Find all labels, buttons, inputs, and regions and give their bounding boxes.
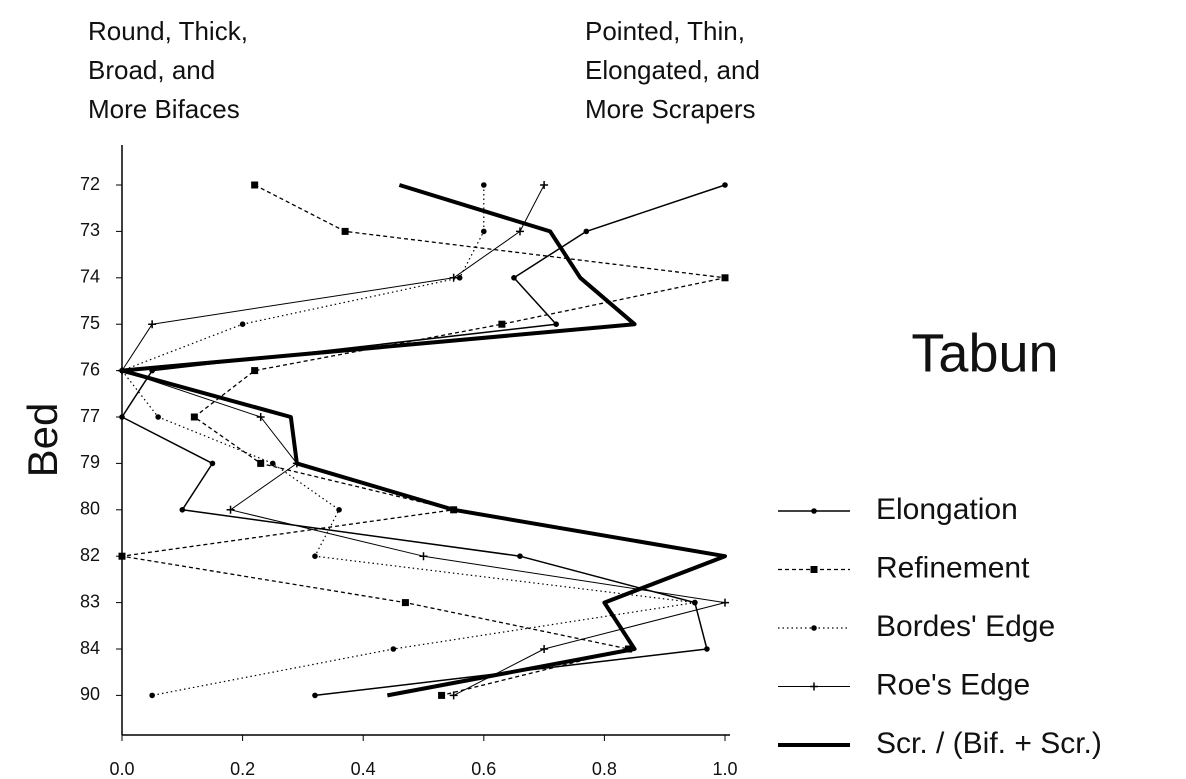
- data-point: [155, 414, 161, 420]
- y-tick-label: 82: [80, 545, 100, 565]
- y-tick-label: 72: [80, 174, 100, 194]
- data-point: [118, 552, 126, 560]
- series-line: [121, 184, 726, 696]
- y-tick-label: 83: [80, 591, 100, 611]
- legend-label: Elongation: [876, 493, 1018, 526]
- legend-label: Roe's Edge: [876, 668, 1030, 701]
- data-point: [517, 553, 523, 559]
- y-axis-label: Bed: [19, 403, 66, 478]
- annotation: More Bifaces: [88, 94, 240, 124]
- data-point: [721, 598, 729, 607]
- y-tick-label: 74: [80, 267, 100, 287]
- annotation: Elongated, and: [585, 55, 760, 85]
- legend-label: Refinement: [876, 551, 1030, 584]
- legend-marker: [810, 682, 818, 691]
- data-point: [239, 321, 246, 328]
- x-tick-label: 1.0: [712, 759, 737, 779]
- data-point: [119, 414, 125, 420]
- data-point: [498, 320, 506, 328]
- data-point: [312, 692, 318, 699]
- data-point: [257, 459, 265, 467]
- data-point: [251, 181, 259, 189]
- legend-marker-shape: [810, 566, 818, 573]
- data-point: [540, 181, 549, 189]
- series-line: [121, 185, 696, 696]
- x-tick-label: 0.2: [230, 759, 255, 779]
- data-point: [481, 182, 487, 188]
- annotation: Round, Thick,: [88, 16, 248, 46]
- y-tick-label: 75: [80, 313, 100, 333]
- legend-marker-shape: [811, 625, 817, 631]
- series-line: [121, 184, 726, 697]
- data-point: [692, 599, 698, 606]
- annotation: Pointed, Thin,: [585, 16, 745, 46]
- legend-label: Bordes' Edge: [876, 610, 1055, 643]
- data-point: [449, 273, 458, 282]
- data-point: [179, 507, 186, 513]
- data-point: [553, 321, 559, 328]
- legend-marker: [811, 625, 817, 631]
- data-point: [149, 692, 155, 699]
- y-tick-label: 77: [80, 406, 100, 426]
- data-point: [481, 228, 487, 235]
- legend-marker-shape: [810, 682, 818, 691]
- data-point: [148, 320, 157, 329]
- data-point: [456, 275, 463, 281]
- data-point: [190, 413, 198, 421]
- data-point: [341, 227, 349, 235]
- data-point: [401, 599, 409, 607]
- series-line: [121, 184, 726, 697]
- data-point: [721, 274, 729, 282]
- data-point: [438, 691, 446, 699]
- data-point: [419, 552, 428, 561]
- data-point: [583, 228, 590, 235]
- data-point: [540, 645, 549, 653]
- data-point: [226, 505, 235, 514]
- data-point: [312, 553, 318, 559]
- x-tick-label: 0.4: [351, 759, 376, 779]
- site-label: Tabun: [911, 323, 1058, 383]
- data-point: [269, 460, 276, 467]
- data-point: [449, 691, 458, 700]
- data-point: [336, 507, 342, 513]
- y-tick-label: 80: [80, 499, 100, 519]
- annotation: Broad, and: [88, 55, 215, 85]
- y-tick-label: 73: [80, 220, 100, 240]
- series-line: [120, 183, 727, 698]
- x-tick-label: 0.0: [109, 759, 134, 779]
- y-tick-label: 79: [80, 452, 100, 472]
- data-point: [515, 227, 524, 236]
- data-point: [511, 275, 517, 281]
- legend-label: Scr. / (Bif. + Scr.): [876, 727, 1102, 760]
- data-point: [209, 460, 216, 467]
- data-point: [256, 413, 265, 421]
- x-tick-label: 0.6: [471, 759, 496, 779]
- data-point: [390, 646, 397, 652]
- data-point: [251, 367, 259, 375]
- x-tick-label: 0.8: [592, 759, 617, 779]
- y-tick-label: 76: [80, 359, 100, 379]
- legend-marker: [810, 566, 818, 573]
- data-point: [722, 182, 728, 188]
- annotation: More Scrapers: [585, 94, 756, 124]
- data-point: [704, 646, 710, 652]
- legend-marker-shape: [811, 508, 817, 514]
- y-tick-label: 84: [80, 638, 100, 658]
- y-tick-label: 90: [80, 684, 100, 704]
- legend-marker: [811, 508, 817, 514]
